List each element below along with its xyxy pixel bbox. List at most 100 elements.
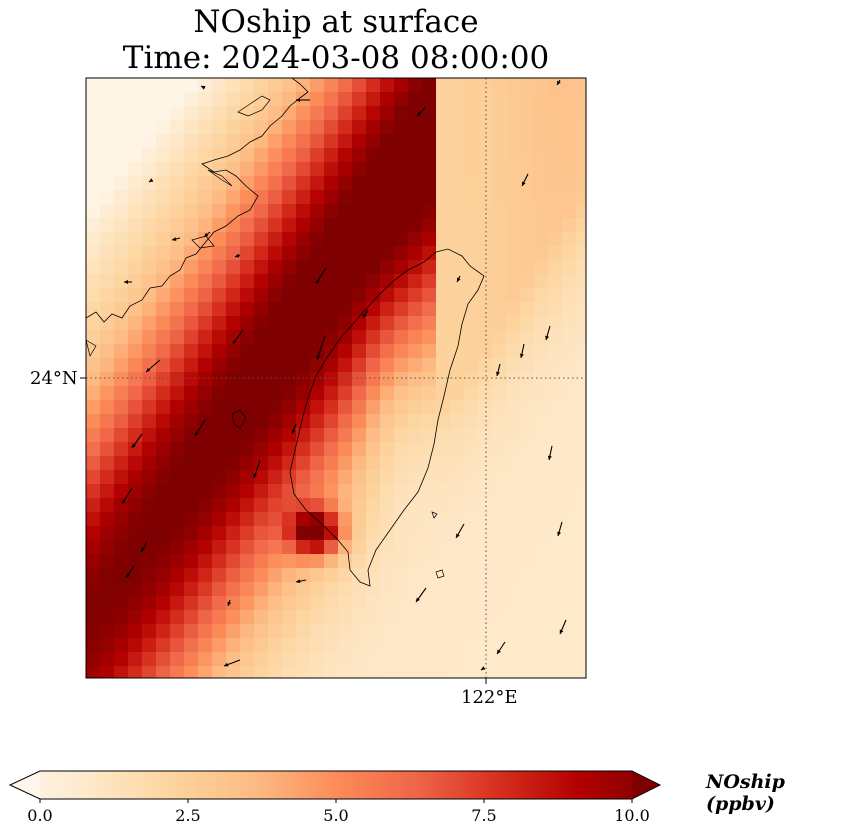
- heatmap-cell: [240, 218, 255, 233]
- heatmap-cell: [422, 92, 437, 107]
- heatmap-cell: [170, 344, 185, 359]
- heatmap-cell: [226, 162, 241, 177]
- heatmap-cell: [198, 260, 213, 275]
- heatmap-cell: [548, 428, 563, 443]
- heatmap-cell: [310, 148, 325, 163]
- heatmap-cell: [170, 666, 185, 678]
- heatmap-cell: [534, 344, 549, 359]
- heatmap-cell: [310, 190, 325, 205]
- heatmap-cell: [562, 456, 577, 471]
- heatmap-cell: [128, 176, 143, 191]
- heatmap-cell: [156, 484, 171, 499]
- wind-vector-head: [416, 597, 420, 602]
- heatmap-cell: [268, 652, 283, 667]
- heatmap-cell: [408, 302, 423, 317]
- heatmap-cell: [114, 316, 129, 331]
- heatmap-cell: [240, 190, 255, 205]
- heatmap-cell: [170, 274, 185, 289]
- heatmap-cell: [464, 638, 479, 653]
- wind-vector-head: [235, 253, 240, 258]
- heatmap-cell: [268, 638, 283, 653]
- heatmap-cell: [408, 372, 423, 387]
- heatmap-cell: [464, 204, 479, 219]
- heatmap-cell: [492, 400, 507, 415]
- heatmap-cell: [226, 176, 241, 191]
- heatmap-cell: [478, 540, 493, 555]
- heatmap-cell: [184, 554, 199, 569]
- heatmap-cell: [478, 330, 493, 345]
- heatmap-cell: [310, 568, 325, 583]
- heatmap-cell: [114, 512, 129, 527]
- heatmap-cell: [562, 260, 577, 275]
- heatmap-cell: [576, 372, 586, 387]
- heatmap-cell: [240, 288, 255, 303]
- heatmap-cell: [394, 232, 409, 247]
- heatmap-cell: [282, 526, 297, 541]
- heatmap-cell: [184, 414, 199, 429]
- heatmap-cell: [100, 232, 115, 247]
- heatmap-cell: [338, 260, 353, 275]
- heatmap-cell: [310, 638, 325, 653]
- heatmap-cell: [352, 610, 367, 625]
- heatmap-cell: [548, 470, 563, 485]
- heatmap-cell: [478, 260, 493, 275]
- heatmap-cell: [296, 512, 311, 527]
- heatmap-cell: [366, 386, 381, 401]
- heatmap-cell: [310, 624, 325, 639]
- heatmap-cell: [520, 540, 535, 555]
- heatmap-cell: [142, 498, 157, 513]
- heatmap-cell: [324, 652, 339, 667]
- heatmap-cell: [100, 540, 115, 555]
- heatmap-cell: [408, 316, 423, 331]
- heatmap-cell: [226, 274, 241, 289]
- heatmap-cell: [142, 358, 157, 373]
- heatmap-cell: [170, 526, 185, 541]
- heatmap-cell: [226, 652, 241, 667]
- heatmap-cell: [450, 260, 465, 275]
- heatmap-cell: [436, 428, 451, 443]
- heatmap-cell: [86, 106, 101, 121]
- heatmap-cell: [380, 316, 395, 331]
- heatmap-cell: [450, 162, 465, 177]
- heatmap-cell: [254, 288, 269, 303]
- wind-vector-head: [481, 666, 486, 670]
- heatmap-cell: [408, 232, 423, 247]
- heatmap-cell: [562, 372, 577, 387]
- heatmap-cell: [268, 288, 283, 303]
- heatmap-cell: [282, 344, 297, 359]
- heatmap-cell: [478, 610, 493, 625]
- heatmap-cell: [296, 652, 311, 667]
- heatmap-cell: [436, 652, 451, 667]
- heatmap-cell: [506, 316, 521, 331]
- heatmap-cell: [352, 428, 367, 443]
- heatmap-cell: [296, 148, 311, 163]
- heatmap-cell: [268, 92, 283, 107]
- heatmap-cell: [492, 316, 507, 331]
- heatmap-cell: [520, 638, 535, 653]
- wind-vector-head: [201, 86, 206, 90]
- heatmap-cell: [128, 274, 143, 289]
- heatmap-cell: [394, 540, 409, 555]
- heatmap-cell: [86, 260, 101, 275]
- heatmap-cell: [534, 148, 549, 163]
- heatmap-cell: [576, 330, 586, 345]
- wind-vector-head: [519, 353, 524, 358]
- heatmap-cell: [184, 428, 199, 443]
- heatmap-cell: [338, 78, 353, 93]
- heatmap-cell: [128, 414, 143, 429]
- wind-vector-head: [296, 579, 301, 584]
- heatmap-cell: [366, 92, 381, 107]
- heatmap-cell: [408, 400, 423, 415]
- heatmap-cell: [464, 274, 479, 289]
- mainland-inlets: [86, 95, 271, 357]
- heatmap-cell: [100, 330, 115, 345]
- wind-vector-head: [227, 601, 232, 606]
- heatmap-cell: [254, 666, 269, 678]
- heatmap-cell: [198, 106, 213, 121]
- heatmap-cell: [394, 666, 409, 678]
- heatmap-cell: [184, 204, 199, 219]
- heatmap-cell: [212, 302, 227, 317]
- heatmap-cell: [324, 78, 339, 93]
- heatmap-cell: [562, 106, 577, 121]
- heatmap-cell: [268, 232, 283, 247]
